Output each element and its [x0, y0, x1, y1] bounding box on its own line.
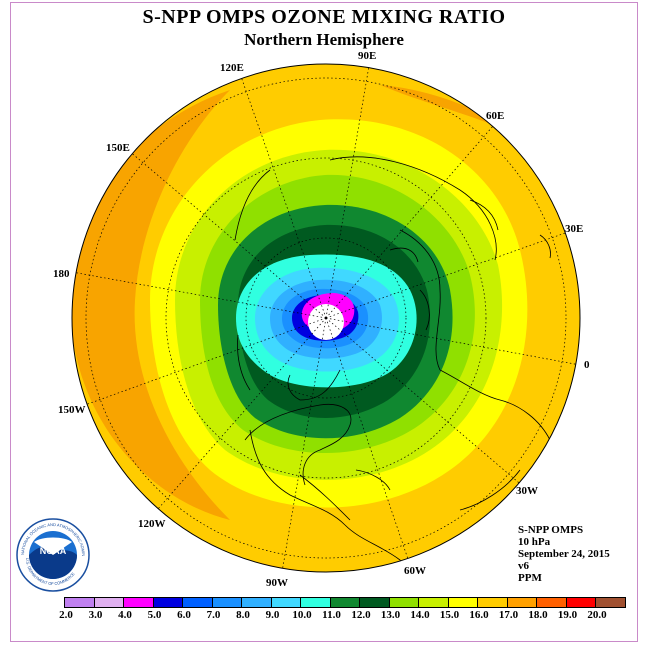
colorbar-tick-label: 8.0 — [236, 609, 250, 621]
colorbar-tick-label: 20.0 — [587, 609, 607, 621]
colorbar-tick-label: 7.0 — [206, 609, 221, 621]
colorbar-segment — [447, 597, 478, 608]
colorbar-tick-label: 4.0 — [118, 609, 132, 621]
latitude-circle-50 — [165, 157, 487, 479]
colorbar-tick-label: 9.0 — [265, 609, 280, 621]
info-date: September 24, 2015 — [518, 548, 610, 560]
lon-label-90e: 90E — [358, 50, 377, 62]
colorbar-segment — [300, 597, 331, 608]
meridian-90w — [281, 317, 327, 572]
meridian-180 — [72, 271, 327, 319]
colorbar-ticks: 2.0 3.0 4.0 5.0 6.0 7.0 8.0 9.0 10.0 11.0 12.0 13.0… — [0, 609, 648, 623]
noaa-logo: NOAA NATIONAL OCEANIC AND ATMOSPHERIC AD… — [16, 518, 90, 592]
meridian-150w — [84, 317, 327, 406]
coastlines — [234, 156, 551, 572]
lon-label-30e: 30E — [565, 223, 584, 235]
meridian-60e — [325, 117, 501, 319]
meridian-120w — [149, 317, 327, 519]
lon-label-120e: 120E — [220, 62, 244, 74]
meridian-150e — [127, 149, 327, 319]
colorbar-segment — [270, 597, 301, 608]
map-title: S-NPP OMPS OZONE MIXING RATIO — [142, 6, 506, 28]
info-version: v6 — [518, 560, 529, 572]
pole-no-data-region — [308, 304, 344, 340]
colorbar-tick-label: 11.0 — [322, 609, 341, 621]
colorbar-segment — [64, 597, 95, 608]
lon-label-90w: 90W — [266, 577, 288, 589]
colorbar-tick-label: 13.0 — [380, 609, 401, 621]
lon-label-150e: 150E — [106, 142, 130, 154]
colorbar-segment — [418, 597, 449, 608]
info-instrument: S-NPP OMPS — [518, 524, 584, 536]
latitude-circle-70 — [245, 237, 407, 399]
colorbar-segment — [477, 597, 508, 608]
ozone-contours — [72, 64, 580, 572]
colorbar — [64, 597, 626, 608]
colorbar-tick-label: 14.0 — [410, 609, 430, 621]
colorbar-tick-label: 19.0 — [557, 609, 578, 621]
lon-label-60w: 60W — [404, 565, 426, 577]
colorbar-tick-label: 17.0 — [498, 609, 519, 621]
colorbar-tick-label: 18.0 — [528, 609, 548, 621]
colorbar-tick-label: 15.0 — [439, 609, 460, 621]
latitude-circle-30 — [85, 77, 567, 559]
meridian-60w — [325, 317, 411, 566]
colorbar-tick-label: 12.0 — [351, 609, 371, 621]
product-info: S-NPP OMPS 10 hPa September 24, 2015 v6 … — [518, 524, 610, 584]
colorbar-segment — [182, 597, 213, 608]
colorbar-segment — [595, 597, 626, 608]
map-boundary — [71, 63, 581, 573]
lon-label-0: 0 — [584, 359, 590, 371]
colorbar-segment — [329, 597, 360, 608]
colorbar-tick-label: 3.0 — [88, 609, 103, 621]
map-subtitle: Northern Hemisphere — [244, 30, 404, 49]
meridian-120e — [237, 67, 327, 319]
colorbar-segment — [152, 597, 183, 608]
colorbar-segment — [388, 597, 419, 608]
graticule — [72, 64, 580, 572]
colorbar-segment — [211, 597, 242, 608]
logo-text: NOAA — [40, 546, 67, 556]
lon-label-60e: 60E — [486, 110, 505, 122]
info-level: 10 hPa — [518, 536, 551, 548]
meridian-0 — [325, 317, 580, 366]
colorbar-tick-label: 16.0 — [469, 609, 489, 621]
info-units: PPM — [518, 572, 542, 584]
contour-17-northwest — [72, 90, 230, 520]
figure-frame — [10, 2, 638, 642]
meridian-30e — [325, 231, 569, 319]
lon-label-180: 180 — [53, 268, 70, 280]
colorbar-segment — [123, 597, 154, 608]
colorbar-tick-label: 2.0 — [59, 609, 73, 621]
colorbar-segment — [536, 597, 567, 608]
lon-label-30w: 30W — [516, 485, 538, 497]
lon-label-150w: 150W — [58, 404, 86, 416]
colorbar-tick-label: 5.0 — [147, 609, 162, 621]
colorbar-segment — [359, 597, 390, 608]
lon-label-120w: 120W — [138, 518, 166, 530]
colorbar-tick-label: 10.0 — [292, 609, 312, 621]
colorbar-segment — [241, 597, 272, 608]
colorbar-segment — [565, 597, 596, 608]
colorbar-tick-label: 6.0 — [177, 609, 191, 621]
colorbar-segment — [506, 597, 537, 608]
colorbar-segment — [93, 597, 124, 608]
